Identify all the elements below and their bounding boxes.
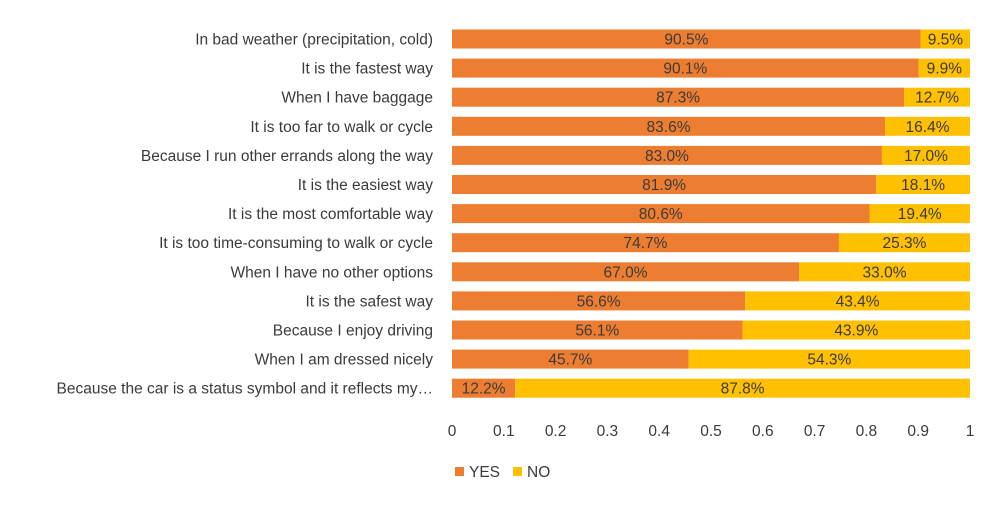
x-tick-label: 0 xyxy=(448,423,457,440)
x-tick-label: 0.5 xyxy=(700,423,722,440)
bar-no xyxy=(742,320,970,340)
category-label: It is the most comfortable way xyxy=(228,206,433,223)
category-label: Because the car is a status symbol and i… xyxy=(57,381,433,398)
legend: YES NO xyxy=(455,464,550,481)
category-label: It is the easiest way xyxy=(298,177,434,194)
bar-no xyxy=(885,116,970,136)
x-tick-label: 0.7 xyxy=(804,423,826,440)
x-axis: 0 0.1 0.2 0.3 0.4 0.5 0.6 0.7 0.8 0.9 1 xyxy=(448,423,975,440)
x-tick-label: 1 xyxy=(966,423,975,440)
data-label-no: 54.3% xyxy=(807,352,851,369)
bar-yes xyxy=(452,262,800,282)
x-tick-label: 0.4 xyxy=(648,423,670,440)
data-label-no: 16.4% xyxy=(906,119,950,136)
legend-swatch-no xyxy=(513,467,522,476)
bar-yes xyxy=(452,233,839,253)
bar-yes xyxy=(452,291,746,311)
bar-yes xyxy=(452,204,870,224)
data-label-no: 12.7% xyxy=(915,90,959,107)
x-tick-label: 0.9 xyxy=(907,423,929,440)
category-label: When I have baggage xyxy=(281,90,433,107)
category-label: It is too far to walk or cycle xyxy=(250,119,433,136)
data-label-no: 43.9% xyxy=(834,323,878,340)
bar-no xyxy=(838,233,970,253)
category-label: In bad weather (precipitation, cold) xyxy=(195,32,433,49)
data-label-no: 25.3% xyxy=(882,235,926,252)
bar-yes xyxy=(452,175,877,194)
data-label-no: 17.0% xyxy=(904,148,948,165)
data-label-yes: 74.7% xyxy=(623,235,667,252)
category-label: When I am dressed nicely xyxy=(255,352,434,369)
bars xyxy=(452,29,970,398)
legend-label-no: NO xyxy=(527,464,550,481)
data-label-yes: 80.6% xyxy=(639,206,683,223)
bar-no xyxy=(918,58,970,78)
bar-yes xyxy=(452,349,689,369)
bar-no xyxy=(869,204,970,224)
data-label-no: 87.8% xyxy=(721,381,765,398)
x-tick-label: 0.2 xyxy=(545,423,567,440)
data-label-yes: 83.0% xyxy=(645,148,689,165)
data-label-yes: 90.1% xyxy=(663,61,707,78)
data-label-no: 18.1% xyxy=(901,177,945,194)
bar-no xyxy=(920,29,970,49)
category-label: Because I run other errands along the wa… xyxy=(141,148,433,165)
bar-no xyxy=(904,87,970,107)
bar-no xyxy=(745,291,970,311)
data-label-yes: 87.3% xyxy=(656,90,700,107)
bar-yes xyxy=(452,320,743,340)
data-label-yes: 81.9% xyxy=(642,177,686,194)
data-label-yes: 90.5% xyxy=(664,32,708,49)
data-label-yes: 83.6% xyxy=(647,119,691,136)
bar-yes xyxy=(452,378,516,398)
bar-yes xyxy=(452,145,882,165)
bar-yes xyxy=(452,29,921,49)
data-labels: 90.5% 9.5% 90.1% 9.9% 87.3% 12.7% 83.6% 16.4% 83… xyxy=(462,32,964,398)
data-label-yes: 67.0% xyxy=(604,264,648,281)
bar-yes xyxy=(452,116,886,136)
data-label-yes: 12.2% xyxy=(462,381,506,398)
category-label: Because I enjoy driving xyxy=(273,323,433,340)
data-label-no: 9.9% xyxy=(927,61,963,78)
bar-no xyxy=(688,349,970,369)
x-tick-label: 0.3 xyxy=(597,423,619,440)
category-label: It is the safest way xyxy=(306,293,434,310)
bar-yes xyxy=(452,58,919,78)
category-labels: In bad weather (precipitation, cold) It i… xyxy=(57,32,434,398)
bar-no xyxy=(881,145,970,165)
bar-no xyxy=(515,378,970,398)
x-tick-label: 0.1 xyxy=(493,423,515,440)
category-label: It is too time-consuming to walk or cycl… xyxy=(159,235,433,252)
bar-yes xyxy=(452,87,905,107)
data-label-yes: 56.1% xyxy=(575,323,619,340)
data-label-no: 19.4% xyxy=(898,206,942,223)
data-label-yes: 45.7% xyxy=(548,352,592,369)
x-tick-label: 0.6 xyxy=(752,423,774,440)
bar-no xyxy=(876,175,970,194)
data-label-no: 33.0% xyxy=(863,264,907,281)
category-label: When I have no other options xyxy=(231,264,434,281)
bar-no xyxy=(799,262,970,282)
data-label-no: 43.4% xyxy=(836,293,880,310)
legend-label-yes: YES xyxy=(469,464,500,481)
data-label-no: 9.5% xyxy=(928,32,964,49)
category-label: It is the fastest way xyxy=(301,61,433,78)
x-tick-label: 0.8 xyxy=(856,423,878,440)
data-label-yes: 56.6% xyxy=(577,293,621,310)
legend-swatch-yes xyxy=(455,467,464,476)
